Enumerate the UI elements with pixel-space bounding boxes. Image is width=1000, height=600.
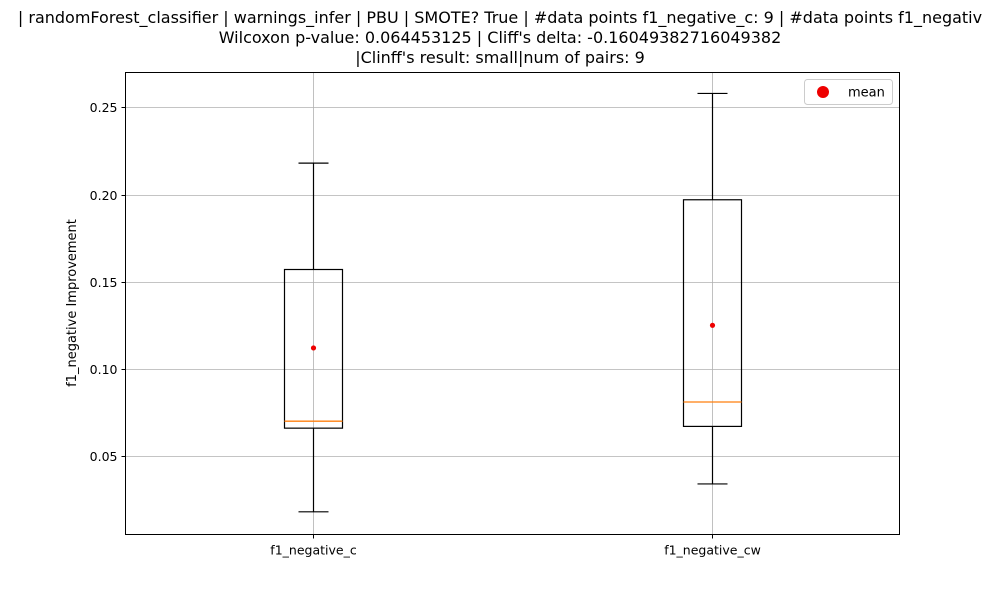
chart-title-line-1: | randomForest_classifier | warnings_inf… [17,8,983,27]
y-tick-label: 0.25 [90,100,118,115]
mean-marker [310,345,317,351]
y-tick-label: 0.05 [90,449,118,464]
x-tick-label: f1_negative_cw [664,543,761,558]
mean-marker [709,322,716,328]
y-axis-label: f1_negative Improvement [65,219,80,387]
box-layer [283,92,743,513]
legend-marker-mean [817,86,829,98]
legend-frame [804,79,893,105]
y-tick-label: 0.10 [90,362,118,377]
chart-title-line-3: |Clinff's result: small|num of pairs: 9 [355,48,645,67]
grid-layer [125,72,900,535]
box-group-f1_negative_cw [682,92,743,485]
y-tick-label: 0.15 [90,275,118,290]
x-tick-label: f1_negative_c [270,543,357,558]
y-tick-label: 0.20 [90,188,118,203]
chart-title-line-2: Wilcoxon p-value: 0.064453125 | Cliff's … [218,28,782,47]
iqr-box [283,268,344,429]
plot-area-frame [125,72,900,535]
legend: mean [804,79,893,105]
legend-label-mean: mean [848,86,885,101]
iqr-box [682,199,743,428]
tick-layer: 0.05 0.10 0.15 0.20 0.25 f1_negative_c f1_nega… [90,100,761,558]
box-group-f1_negative_c [283,162,344,513]
